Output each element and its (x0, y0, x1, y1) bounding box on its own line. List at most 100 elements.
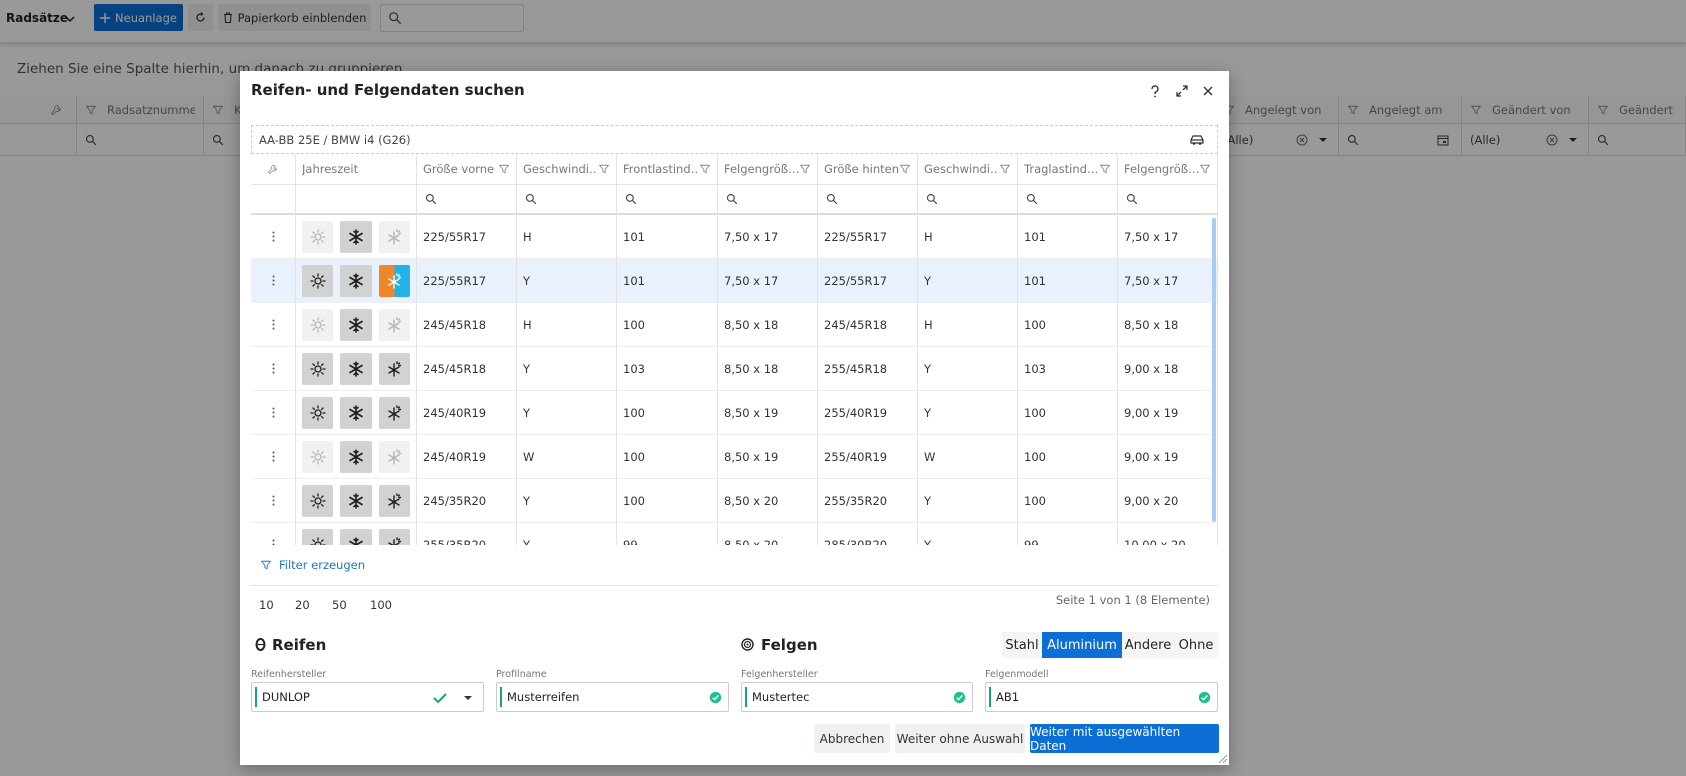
scrollbar[interactable] (1212, 218, 1216, 522)
row-menu[interactable] (251, 347, 296, 391)
settings-icon[interactable] (267, 164, 278, 175)
row-menu[interactable] (251, 435, 296, 479)
column-header[interactable]: Angelegt von (1245, 102, 1322, 117)
text-input[interactable]: DUNLOP (251, 682, 484, 712)
allseason-toggle[interactable] (378, 352, 410, 385)
search-icon[interactable] (826, 193, 838, 205)
winter-toggle[interactable] (340, 264, 372, 297)
material-option[interactable]: Stahl (1002, 632, 1042, 658)
search-icon[interactable] (926, 193, 938, 205)
help-button[interactable] (1149, 85, 1161, 98)
filter-icon[interactable] (1099, 163, 1111, 175)
dialog-button[interactable]: Weiter mit ausgewählten Daten (1030, 724, 1219, 753)
allseason-toggle[interactable] (378, 264, 410, 297)
close-button[interactable] (1203, 86, 1213, 96)
text-input[interactable]: Mustertec (741, 682, 973, 712)
text-input[interactable]: AB1 (985, 682, 1218, 712)
filter-icon[interactable] (598, 163, 610, 175)
allseason-toggle[interactable] (378, 220, 410, 253)
vehicle-icon[interactable] (1189, 132, 1205, 148)
column-header[interactable]: Geschwindi… (924, 162, 999, 176)
filter-icon[interactable] (498, 163, 510, 175)
search-icon[interactable] (525, 193, 537, 205)
search-icon[interactable] (1026, 193, 1038, 205)
menu-icon[interactable] (272, 407, 275, 418)
column-header[interactable]: Jahreszeit (302, 162, 359, 176)
row-menu[interactable] (251, 259, 296, 303)
summer-toggle[interactable] (302, 528, 334, 545)
clear-icon[interactable] (1296, 134, 1308, 146)
row-menu[interactable] (251, 391, 296, 435)
search-icon[interactable] (425, 193, 437, 205)
column-header[interactable]: Felgengröß… (724, 162, 799, 176)
summer-toggle[interactable] (302, 308, 334, 341)
resize-handle[interactable] (1219, 755, 1227, 763)
filter-icon[interactable] (699, 163, 711, 175)
dropdown-caret[interactable] (64, 13, 76, 25)
clear-icon[interactable] (1546, 134, 1558, 146)
filter-dropdown[interactable]: (Alle) (1470, 132, 1501, 147)
search-icon[interactable] (726, 193, 738, 205)
row-menu[interactable] (251, 303, 296, 347)
page-size-option[interactable]: 100 (370, 598, 392, 612)
material-option[interactable]: Andere (1122, 632, 1174, 658)
filter-link[interactable]: Filter erzeugen (260, 558, 365, 572)
column-header[interactable]: Traglastind… (1024, 162, 1099, 176)
filter-icon[interactable] (899, 163, 911, 175)
summer-toggle[interactable] (302, 440, 334, 473)
summer-toggle[interactable] (302, 484, 334, 517)
winter-toggle[interactable] (340, 396, 372, 429)
table-row[interactable]: 245/45R18 H 100 8,50 x 18 245/45R18 H 100 8,50 … (251, 303, 1218, 347)
material-option[interactable]: Ohne (1174, 632, 1218, 658)
allseason-toggle[interactable] (378, 308, 410, 341)
summer-toggle[interactable] (302, 264, 334, 297)
summer-toggle[interactable] (302, 220, 334, 253)
column-header[interactable]: Geschwindi… (523, 162, 598, 176)
menu-icon[interactable] (272, 319, 275, 330)
refresh-button[interactable] (188, 4, 213, 31)
new-button[interactable]: Neuanlage (94, 4, 183, 31)
page-size-option[interactable]: 50 (332, 598, 347, 612)
winter-toggle[interactable] (340, 484, 372, 517)
column-header[interactable]: Größe hinten (824, 162, 899, 176)
caret-icon[interactable] (1568, 135, 1578, 145)
column-header[interactable]: Geändert am (1619, 102, 1677, 117)
allseason-toggle[interactable] (378, 484, 410, 517)
page-size-option[interactable]: 10 (259, 598, 274, 612)
menu-icon[interactable] (272, 363, 275, 374)
summer-toggle[interactable] (302, 396, 334, 429)
menu-icon[interactable] (272, 495, 275, 506)
dialog-button[interactable]: Weiter ohne Auswahl (895, 724, 1025, 753)
row-menu[interactable] (251, 215, 296, 259)
filter-icon[interactable] (799, 163, 811, 175)
search-box[interactable] (380, 4, 524, 32)
table-row[interactable]: 225/55R17 Y 101 7,50 x 17 225/55R17 Y 101 7,50 … (251, 259, 1218, 303)
allseason-toggle[interactable] (378, 528, 410, 545)
menu-icon[interactable] (272, 275, 275, 286)
menu-icon[interactable] (272, 451, 275, 462)
material-option[interactable]: Aluminium (1042, 632, 1122, 658)
allseason-toggle[interactable] (378, 440, 410, 473)
column-header[interactable]: Frontlastind… (623, 162, 699, 176)
text-input[interactable]: Musterreifen (496, 682, 729, 712)
column-header[interactable]: Größe vorne (423, 162, 495, 176)
winter-toggle[interactable] (340, 352, 372, 385)
summer-toggle[interactable] (302, 352, 334, 385)
winter-toggle[interactable] (340, 440, 372, 473)
menu-icon[interactable] (272, 539, 275, 545)
trash-button[interactable]: Papierkorb einblenden (218, 4, 371, 31)
row-menu[interactable] (251, 479, 296, 523)
dialog-button[interactable]: Abbrechen (814, 724, 890, 753)
calendar-icon[interactable] (1437, 134, 1449, 146)
table-row[interactable]: 245/45R18 Y 103 8,50 x 18 255/45R18 Y 103 9,00 … (251, 347, 1218, 391)
table-row[interactable]: 245/35R20 Y 100 8,50 x 20 255/35R20 Y 100 9,00 … (251, 479, 1218, 523)
table-row[interactable]: 225/55R17 H 101 7,50 x 17 225/55R17 H 101 7,50 … (251, 215, 1218, 259)
app-title[interactable]: Radsätze (6, 11, 69, 25)
winter-toggle[interactable] (340, 308, 372, 341)
row-menu[interactable] (251, 523, 296, 545)
caret-icon[interactable] (463, 693, 473, 703)
maximize-button[interactable] (1176, 85, 1188, 97)
caret-icon[interactable] (1318, 135, 1328, 145)
table-row[interactable]: 245/40R19 W 100 8,50 x 19 255/40R19 W 100 9,00 … (251, 435, 1218, 479)
column-header[interactable]: Felgengröß… (1124, 162, 1199, 176)
